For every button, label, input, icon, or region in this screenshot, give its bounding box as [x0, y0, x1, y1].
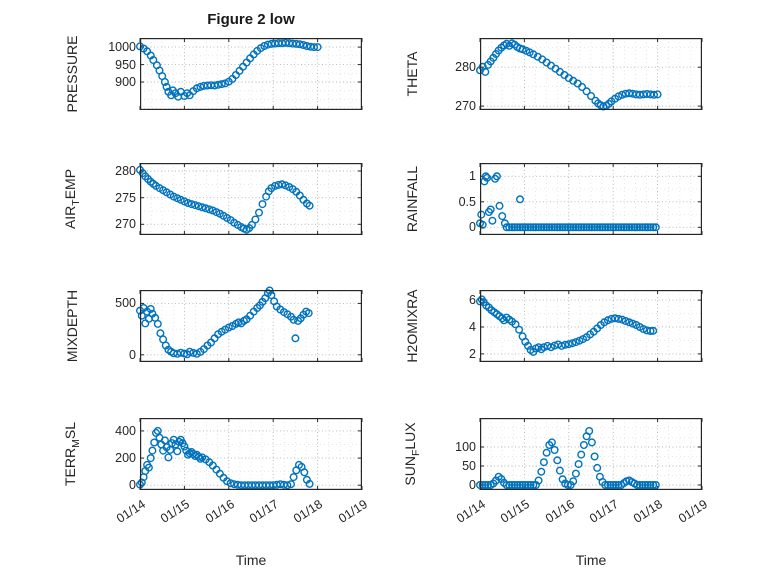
ylabel-terrmsl: TERRMSL [62, 422, 82, 486]
plot-area-theta [476, 38, 703, 111]
x-tick-label: 01/18 [291, 497, 326, 526]
x-tick-label: 01/14 [453, 497, 488, 526]
y-tick-label: 270 [115, 217, 136, 232]
y-tick-labels-sunflux: 0 50 100 [422, 418, 476, 493]
y-tick-label: 400 [115, 423, 136, 438]
y-tick-label: 270 [455, 99, 476, 114]
plot-area-mixdepth [136, 286, 363, 363]
y-tick-labels-h2omixra: 2 4 6 [422, 290, 476, 362]
x-tick-label: 01/15 [158, 497, 193, 526]
y-tick-label: 1 [469, 169, 476, 184]
y-tick-labels-airtemp: 270 275 280 [82, 163, 136, 235]
y-tick-labels-rainfall: 0 0.5 1 [422, 163, 476, 235]
ylabel-airtemp: AIRTEMP [62, 168, 82, 230]
x-tick-label: 01/19 [335, 497, 370, 526]
y-tick-label: 0 [469, 478, 476, 493]
y-tick-label: 0 [469, 220, 476, 235]
y-tick-labels-pressure: 900 950 1000 [82, 38, 136, 110]
ylabel-mixdepth: MIXDEPTH [64, 289, 80, 363]
ylabel-sunflux: SUNFLUX [402, 422, 422, 486]
plot-area-rainfall [476, 163, 703, 236]
ylabel-rainfall: RAINFALL [404, 165, 420, 233]
y-tick-labels-mixdepth: 0 500 [82, 290, 136, 362]
y-tick-label: 950 [115, 57, 136, 72]
plot-area-terrmsl [136, 418, 363, 491]
x-tick-label: 01/18 [631, 497, 666, 526]
y-tick-label: 50 [462, 459, 476, 473]
y-tick-label: 2 [469, 346, 476, 361]
x-tick-label: 01/16 [202, 497, 237, 526]
ylabel-h2omixra: H2OMIXRA [404, 289, 420, 363]
x-tick-label: 01/19 [675, 497, 710, 526]
x-tick-label: 01/15 [498, 497, 533, 526]
plot-area-sunflux [476, 418, 703, 491]
subplot-mixdepth: MIXDEPTH 0 500 [64, 286, 363, 363]
ylabel-pressure: PRESSURE [64, 35, 80, 113]
y-tick-labels-theta: 270 280 [422, 38, 476, 114]
x-tick-label: 01/17 [586, 497, 621, 526]
x-tick-labels-right: 01/14 01/15 01/16 01/17 01/18 01/19 [454, 490, 710, 546]
x-tick-label: 01/17 [246, 497, 281, 526]
y-tick-label: 500 [115, 296, 136, 311]
y-tick-label: 200 [115, 451, 136, 466]
x-tick-labels-left: 01/14 01/15 01/16 01/17 01/18 01/19 [114, 490, 370, 546]
y-tick-label: 280 [455, 60, 476, 75]
subplot-sunflux: SUNFLUX 0 50 100 01/14 01/15 01/16 01/17 01/18… [402, 418, 710, 526]
x-tick-label: 01/14 [113, 497, 148, 526]
y-tick-label: 0 [129, 347, 136, 362]
subplot-terrmsl: TERRMSL 0 200 400 01/14 01/15 01/16 01/17 01/1… [62, 418, 370, 526]
y-tick-label: 1000 [108, 40, 136, 55]
ylabel-theta: THETA [404, 51, 420, 97]
y-tick-label: 275 [115, 190, 136, 205]
plot-area-h2omixra [476, 290, 703, 363]
subplot-rainfall: RAINFALL 0 0.5 1 [404, 163, 703, 236]
plot-area-pressure [136, 37, 363, 111]
y-tick-label: 100 [455, 439, 476, 454]
y-tick-label: 6 [469, 293, 476, 308]
y-tick-label: 0 [129, 478, 136, 493]
y-tick-label: 0.5 [458, 194, 476, 209]
y-tick-label: 900 [115, 75, 136, 90]
x-axis-label-right: Time [575, 552, 607, 568]
subplot-h2omixra: H2OMIXRA 2 4 6 [404, 289, 703, 363]
plot-area-airtemp [136, 163, 363, 236]
subplot-theta: THETA 270 280 [404, 38, 703, 113]
x-axis-label-left: Time [235, 552, 267, 568]
x-tick-label: 01/16 [542, 497, 577, 526]
y-tick-labels-terrmsl: 0 200 400 [82, 418, 136, 493]
subplot-airtemp: AIRTEMP 270 275 280 [62, 163, 363, 236]
figure-title: Figure 2 low [207, 11, 295, 28]
subplot-pressure: PRESSURE 900 950 1000 [64, 35, 363, 113]
y-tick-label: 280 [115, 164, 136, 178]
y-tick-label: 4 [469, 320, 476, 334]
